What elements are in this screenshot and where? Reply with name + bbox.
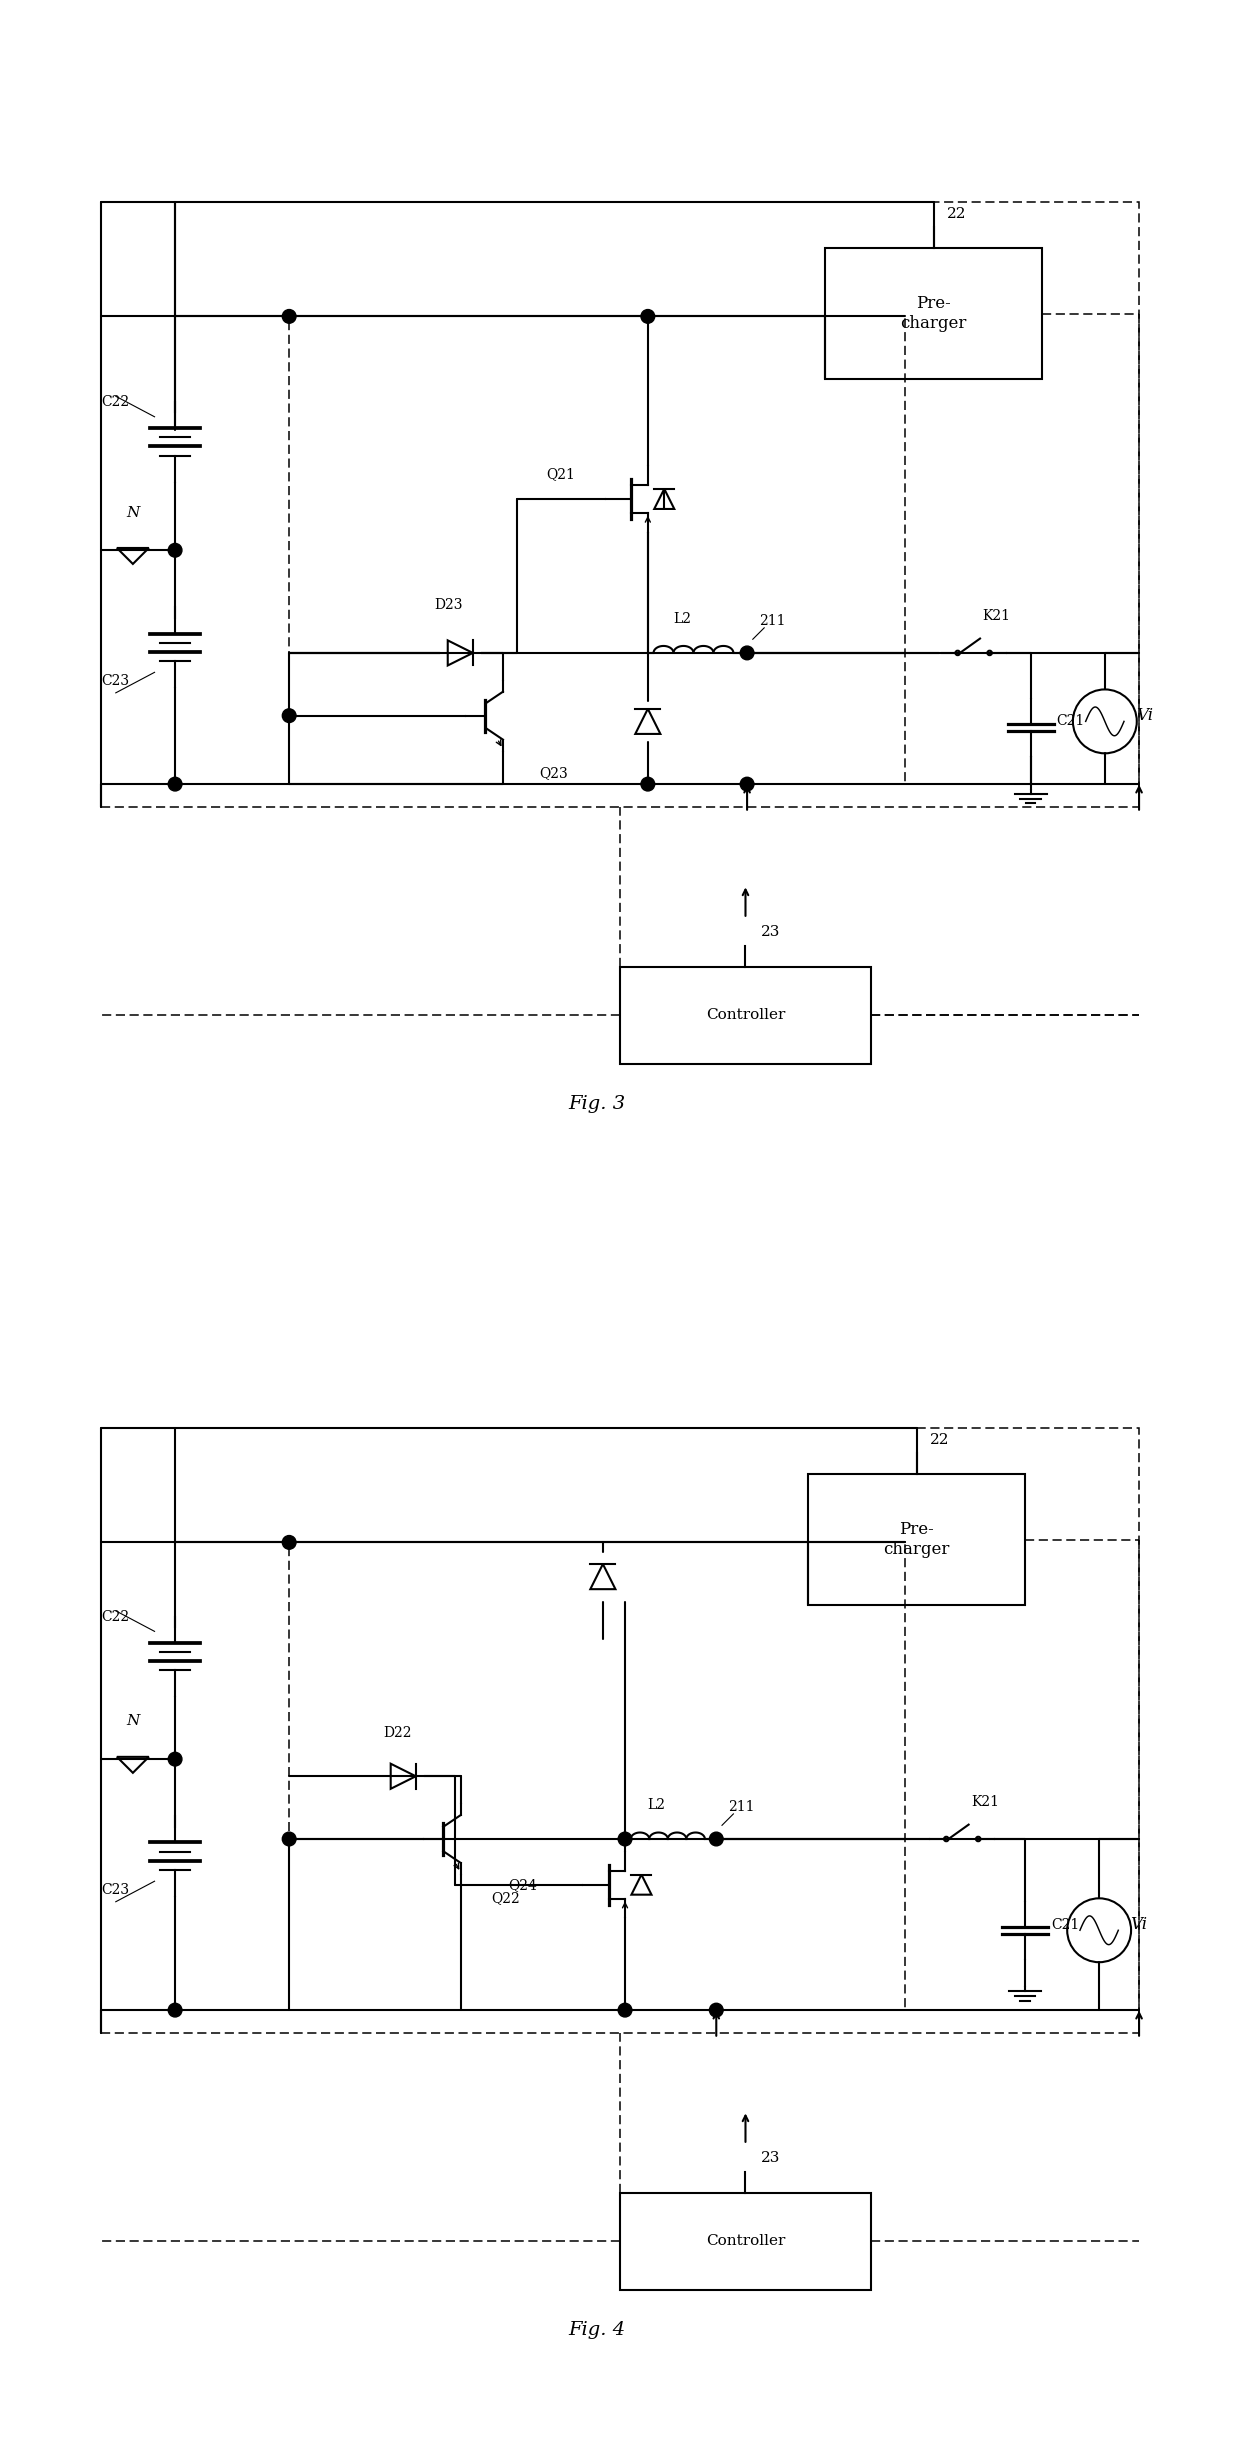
Circle shape — [283, 309, 296, 324]
Circle shape — [641, 309, 655, 324]
Circle shape — [740, 777, 754, 792]
Bar — [826, 248, 1042, 380]
Text: 23: 23 — [761, 2150, 780, 2165]
Text: C23: C23 — [100, 674, 129, 689]
Text: Q23: Q23 — [539, 765, 568, 780]
Text: Vi: Vi — [1131, 1915, 1148, 1932]
Text: Controller: Controller — [706, 1008, 785, 1022]
Circle shape — [283, 1535, 296, 1550]
Circle shape — [641, 777, 655, 792]
Bar — [620, 2192, 870, 2290]
Bar — [289, 316, 905, 785]
Bar — [100, 204, 1140, 807]
Text: 22: 22 — [947, 206, 966, 221]
Circle shape — [709, 1832, 723, 1846]
Circle shape — [619, 2003, 632, 2018]
Bar — [620, 966, 870, 1064]
Circle shape — [740, 645, 754, 660]
Bar — [808, 1474, 1025, 1606]
Circle shape — [169, 2003, 182, 2018]
Text: 211: 211 — [728, 1800, 755, 1814]
Text: C21: C21 — [1056, 714, 1085, 728]
Text: Q21: Q21 — [547, 466, 575, 481]
Circle shape — [169, 544, 182, 557]
Text: N: N — [126, 505, 140, 520]
Text: C22: C22 — [100, 1609, 129, 1623]
Text: N: N — [126, 1714, 140, 1729]
Text: C22: C22 — [100, 395, 129, 409]
Bar — [100, 1430, 1140, 2033]
Text: Q22: Q22 — [491, 1890, 521, 1905]
Text: D22: D22 — [383, 1726, 412, 1741]
Text: 23: 23 — [761, 924, 780, 939]
Text: 22: 22 — [930, 1432, 949, 1447]
Text: Fig. 3: Fig. 3 — [569, 1094, 626, 1113]
Text: L2: L2 — [647, 1797, 665, 1812]
Circle shape — [169, 777, 182, 792]
Text: Fig. 4: Fig. 4 — [569, 2320, 626, 2339]
Text: Vi: Vi — [1136, 706, 1153, 723]
Bar — [289, 1542, 905, 2011]
Text: K21: K21 — [971, 1795, 999, 1810]
Text: Controller: Controller — [706, 2234, 785, 2248]
Text: L2: L2 — [673, 611, 691, 625]
Circle shape — [619, 1832, 632, 1846]
Circle shape — [283, 709, 296, 723]
Text: Q24: Q24 — [508, 1878, 537, 1890]
Circle shape — [709, 2003, 723, 2018]
Text: K21: K21 — [982, 611, 1011, 623]
Text: 211: 211 — [759, 613, 785, 628]
Circle shape — [169, 1753, 182, 1765]
Text: C23: C23 — [100, 1883, 129, 1898]
Text: Pre-
charger: Pre- charger — [883, 1520, 950, 1557]
Text: Pre-
charger: Pre- charger — [900, 294, 967, 331]
Circle shape — [283, 1832, 296, 1846]
Text: C21: C21 — [1050, 1917, 1079, 1932]
Text: D23: D23 — [435, 598, 463, 613]
